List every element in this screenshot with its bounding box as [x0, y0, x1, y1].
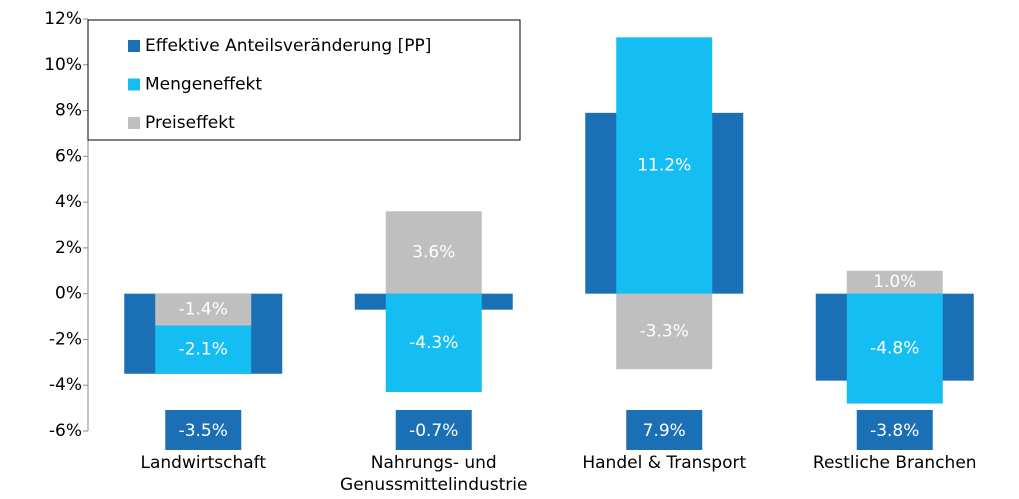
y-tick-label: 8% [55, 101, 82, 121]
bar [846, 270, 943, 294]
y-tick-label: 0% [55, 284, 82, 304]
legend-marker [128, 117, 140, 129]
x-tick-label: Restliche Branchen [812, 453, 977, 473]
data-label: 3.6% [412, 242, 455, 262]
legend-label: Preiseffekt [145, 113, 235, 133]
y-tick-label: -2% [49, 329, 82, 349]
y-tick-label: 4% [55, 192, 82, 212]
data-label: -1.4% [179, 300, 228, 320]
legend-marker [128, 40, 140, 52]
legend-marker [128, 78, 140, 91]
data-label: 1.0% [873, 272, 916, 292]
bar [385, 211, 482, 294]
data-label: -2.1% [179, 340, 228, 360]
x-tick-label: Landwirtschaft [140, 453, 266, 473]
x-tick-label: Handel & Transport [582, 453, 747, 473]
data-label: -0.7% [409, 421, 458, 441]
label-box [856, 410, 933, 450]
data-label: -4.8% [870, 339, 919, 359]
bar [155, 325, 252, 374]
bar [616, 37, 713, 294]
data-label: -3.8% [870, 421, 919, 441]
label-box [395, 410, 472, 450]
data-label: 11.2% [637, 155, 691, 175]
data-label: -4.3% [409, 333, 458, 353]
bar [846, 293, 943, 404]
y-tick-label: 6% [55, 146, 82, 166]
label-box [165, 410, 242, 450]
legend: Effektive Anteilsveränderung [PP] Mengene… [87, 19, 521, 141]
x-tick-label: Nahrungs- und Genussmittelindustrie [340, 453, 528, 495]
y-tick-label: -6% [49, 421, 82, 441]
bar [616, 293, 713, 370]
legend-label: Mengeneffekt [145, 75, 262, 95]
bar [155, 293, 252, 326]
y-tick-label: -4% [49, 375, 82, 395]
data-label: -3.5% [179, 421, 228, 441]
legend-box [87, 19, 521, 141]
y-tick-label: 2% [55, 238, 82, 258]
label-box [626, 410, 703, 450]
y-tick-label: 12% [44, 9, 82, 29]
legend-label: Effektive Anteilsveränderung [PP] [145, 36, 431, 56]
y-tick-label: 10% [44, 55, 82, 75]
bar [385, 293, 482, 393]
data-label: 7.9% [643, 421, 686, 441]
data-label: -3.3% [640, 321, 689, 341]
